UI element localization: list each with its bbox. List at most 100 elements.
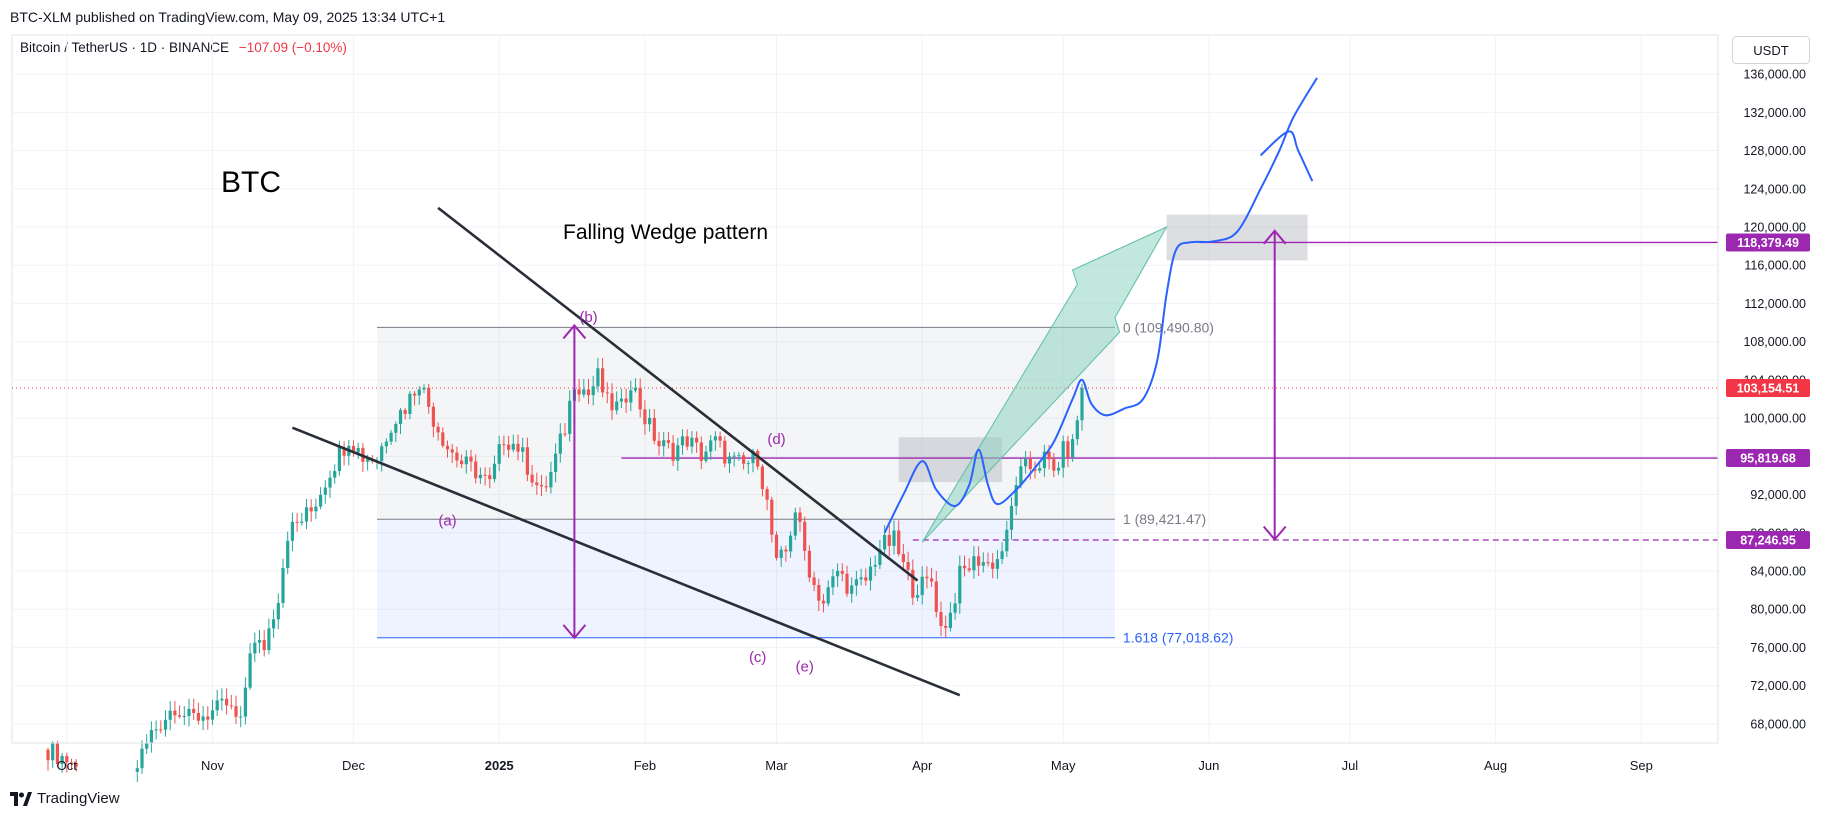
candle-body [1042, 451, 1046, 469]
candle-body [685, 436, 689, 447]
candle-body [793, 512, 797, 536]
candle-body [140, 748, 144, 769]
candle-body [1005, 529, 1009, 552]
candle-body [930, 578, 934, 582]
candle-body [596, 368, 600, 387]
candle-body [1061, 441, 1065, 468]
candle-body [953, 603, 957, 613]
candle-body [337, 447, 341, 472]
candle-body [836, 570, 840, 577]
candle-body [568, 400, 572, 434]
candle-body [478, 474, 482, 479]
fib-extension: 0 (109,490.80) 1 (89,421.47) 1.618 (77,018… [377, 319, 1233, 646]
candle-body [619, 398, 623, 402]
y-tick-label: 132,000.00 [1743, 106, 1806, 120]
candle-body [257, 639, 262, 643]
pattern-label: Falling Wedge pattern [563, 221, 768, 244]
candle-body [351, 445, 356, 453]
y-tick-label: 76,000.00 [1750, 641, 1806, 655]
candle-body [182, 716, 186, 718]
candle-body [765, 489, 769, 500]
candle-body [178, 715, 182, 717]
candle-body [539, 485, 544, 487]
x-tick-label: Apr [912, 758, 933, 773]
symbol-legend: Bitcoin / TetherUS · 1D · BINANCE −107.0… [20, 40, 347, 55]
x-tick-label: Aug [1484, 758, 1507, 773]
candle-body [911, 569, 915, 598]
price-label-bg [1726, 233, 1810, 252]
x-tick-label: 2025 [485, 758, 514, 773]
candle-body [977, 556, 981, 566]
candle-body [652, 417, 656, 441]
candle-body [821, 600, 826, 604]
projection [883, 77, 1318, 534]
candle-body [408, 393, 412, 414]
candle-body [901, 554, 905, 562]
price-axis-label: 87,246.95 [1726, 530, 1810, 549]
candle-body [225, 698, 229, 706]
candle-body [544, 486, 548, 488]
candle-body [962, 565, 967, 569]
candle-body [431, 406, 435, 427]
price-axis-label: 118,379.49 [1726, 233, 1810, 252]
y-tick-label: 108,000.00 [1743, 335, 1806, 349]
candle-body [723, 440, 727, 464]
candle-body [159, 729, 163, 731]
wedge-upper-line [437, 206, 919, 582]
measure-head-bottom [1262, 525, 1287, 542]
candle-body [441, 432, 445, 446]
x-tick-label: Jun [1198, 758, 1219, 773]
candle-body [713, 436, 717, 441]
target-box [1166, 214, 1308, 261]
candle-body [831, 576, 835, 588]
x-tick-label: Dec [342, 758, 366, 773]
price-axis-label: 95,819.68 [1726, 449, 1810, 468]
candle-body [991, 562, 995, 569]
candle-body [248, 653, 252, 688]
candle-body [727, 456, 732, 464]
fib-zone-1-1618 [377, 519, 1115, 638]
measured-moves [562, 229, 1287, 640]
candle-body [323, 487, 327, 495]
candle-body [972, 556, 976, 571]
wave-label: (a) [438, 512, 456, 529]
candle-body [483, 474, 487, 476]
candle-body [384, 441, 388, 447]
candle-body [60, 755, 64, 764]
price-change: −107.09 (−0.10%) [238, 40, 347, 55]
time-axis: Oct Nov Dec 2025 Feb Mar Apr May Jun Jul Aug Sep [12, 742, 1718, 773]
price-axis-label: 103,154.51 [1726, 378, 1810, 397]
candle-body [845, 573, 849, 594]
candle-body [742, 455, 746, 464]
candle-body [342, 447, 346, 456]
candle-body [995, 559, 999, 569]
candle-body [920, 576, 924, 596]
candle-body [215, 700, 219, 711]
tradingview-logo[interactable]: TradingView [10, 790, 120, 807]
candle-body [958, 565, 962, 604]
candle-body [69, 762, 74, 764]
candle-body [671, 442, 675, 461]
candle-body [751, 450, 755, 464]
candle-body [610, 393, 614, 411]
candle-body [948, 612, 952, 628]
symbol-title[interactable]: Bitcoin / TetherUS · 1D · BINANCE [20, 40, 230, 55]
candle-body [511, 443, 515, 450]
measure-head-top [562, 323, 587, 340]
candle-body [1075, 420, 1079, 440]
currency-button[interactable]: USDT [1732, 36, 1810, 64]
candle-body [135, 768, 139, 772]
horizontal-lines [12, 241, 1718, 541]
candle-body [398, 410, 403, 424]
candle-body [319, 494, 323, 507]
y-tick-label: 68,000.00 [1750, 717, 1806, 731]
candle-body [239, 716, 243, 718]
candle-body [558, 433, 562, 454]
candle-body [779, 549, 783, 558]
candle-body [1056, 467, 1061, 471]
candle-body [586, 389, 591, 396]
candle-body [878, 549, 882, 565]
candle-body [272, 619, 276, 629]
